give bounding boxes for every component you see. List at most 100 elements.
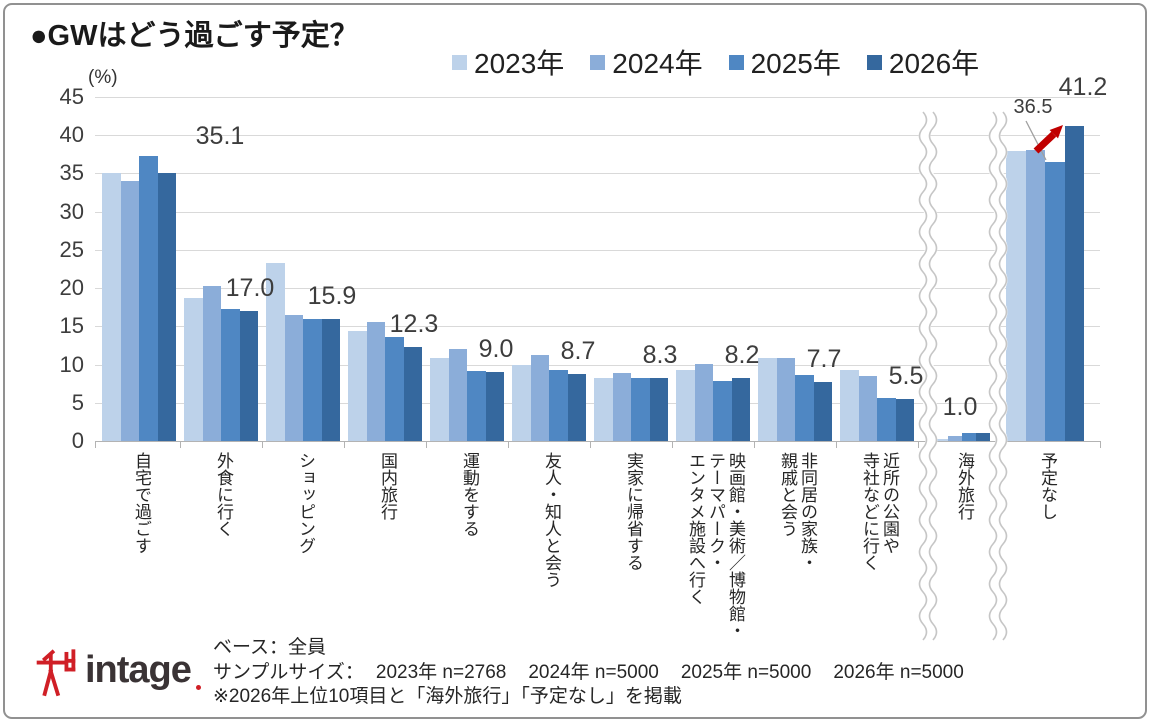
bar-2023年-2	[266, 262, 285, 441]
legend-item-2025年: 2025年	[728, 42, 841, 82]
gridline	[95, 288, 1100, 290]
x-category-label: 外食に行く	[214, 452, 233, 537]
bar-2025年-1	[221, 308, 240, 441]
bar-2025年-8	[795, 375, 814, 441]
x-category-label: ショッピング	[296, 452, 315, 554]
bar-2026年-2	[321, 319, 340, 441]
bar-2023年-3	[348, 330, 367, 441]
bar-2026年-6	[649, 377, 668, 441]
data-label: 7.7	[806, 345, 842, 374]
data-label: 35.1	[195, 121, 245, 150]
x-axis-tick	[672, 441, 673, 448]
sample-size-value: 2023年 n=2768	[375, 661, 507, 683]
bar-2025年-3	[385, 337, 404, 441]
gridline	[95, 135, 1100, 137]
y-tick-label: 0	[71, 428, 84, 453]
legend-label: 2024年	[612, 48, 703, 79]
x-axis-tick	[1100, 441, 1101, 448]
axis-break-right-icon	[988, 108, 1008, 644]
bar-2024年-9	[858, 376, 877, 441]
y-tick-label: 40	[59, 122, 84, 148]
x-category-label: 海外旅行	[955, 452, 974, 520]
bar-2024年-0	[120, 181, 139, 441]
bar-2023年-6	[594, 378, 613, 441]
sample-size-value: 2026年 n=5000	[833, 661, 964, 683]
x-category-label: 友人・知人と会う	[542, 452, 561, 588]
legend-item-2023年: 2023年	[452, 42, 564, 82]
bar-2024年-7	[694, 363, 713, 441]
sample-size-value: 2024年 n=5000	[528, 661, 659, 683]
bar-2026年-10	[976, 433, 990, 441]
bar-2023年-9	[840, 369, 859, 441]
bar-2026年-3	[403, 346, 422, 441]
intage-logo-text: intage	[85, 649, 192, 691]
bar-2026年-5	[567, 374, 586, 441]
bar-2025年-10	[962, 432, 976, 441]
x-axis-tick	[590, 441, 591, 448]
x-axis-tick	[836, 441, 837, 448]
data-label: 12.3	[389, 309, 439, 338]
bar-2023年-11	[1006, 151, 1026, 441]
data-label: 1.0	[942, 393, 978, 422]
chart-title: ●GWはどう過ごす予定？	[30, 20, 359, 52]
data-label: 15.9	[307, 282, 357, 311]
x-axis-line	[95, 441, 1100, 442]
bar-2024年-1	[202, 285, 221, 441]
x-axis-tick	[426, 441, 427, 448]
bar-2026年-9	[895, 398, 914, 441]
x-category-label: 実家に帰省する	[624, 452, 643, 571]
bar-2023年-10	[934, 438, 948, 441]
x-axis-tick	[95, 441, 96, 448]
x-category-label: 近所の公園や 寺社などに行く	[860, 452, 899, 571]
data-label: 17.0	[225, 274, 275, 303]
data-label: 8.2	[724, 341, 760, 370]
bar-2025年-7	[713, 380, 732, 441]
footer-base: ベース：全員	[213, 637, 327, 658]
bar-2023年-1	[184, 298, 203, 441]
bar-2023年-7	[676, 369, 695, 441]
data-label-2025-yoteinashi: 36.5	[1013, 96, 1053, 118]
x-axis-tick	[262, 441, 263, 448]
x-axis-tick	[918, 441, 919, 448]
data-label: 9.0	[478, 335, 514, 364]
sample-size-value: 2025年 n=5000	[680, 661, 812, 683]
intage-logo-mark	[36, 649, 76, 697]
bar-2024年-11	[1025, 149, 1045, 441]
bar-2026年-4	[485, 372, 504, 441]
bar-2025年-2	[303, 318, 322, 441]
gridline	[95, 173, 1100, 175]
bar-2026年-11	[1064, 126, 1084, 441]
x-axis-tick	[996, 441, 997, 448]
y-tick-label: 30	[59, 198, 84, 224]
y-tick-label: 5	[71, 389, 84, 415]
y-tick-label: 20	[59, 275, 84, 301]
intage-logo: intage	[36, 648, 201, 698]
bar-2025年-5	[549, 369, 568, 441]
legend-item-2026年: 2026年	[866, 42, 979, 82]
bar-2023年-5	[512, 365, 531, 441]
bar-2024年-5	[530, 355, 549, 441]
x-axis-tick	[180, 441, 181, 448]
bar-2025年-0	[139, 155, 158, 441]
bar-2025年-4	[467, 370, 486, 441]
legend-swatch	[866, 54, 882, 70]
bar-2024年-6	[612, 372, 631, 441]
x-category-label: 運動をする	[460, 452, 479, 537]
data-label: 8.7	[560, 337, 596, 366]
x-axis-tick	[344, 441, 345, 448]
footer-notes: ベース：全員 サンプルサイズ： 2023年 n=2768 2024年 n=5000 2…	[213, 636, 964, 710]
intage-logo-dot-icon	[195, 685, 201, 690]
data-label: 5.5	[888, 361, 924, 390]
bar-2026年-1	[239, 311, 258, 441]
x-category-label: 映画館・美術／博物館・ テーマパーク・ エンタメ施設へ行く	[686, 452, 745, 639]
footer-note: ※2026年上位10項目と「海外旅行」「予定なし」を掲載	[213, 686, 682, 707]
x-category-label: 予定なし	[1038, 452, 1057, 520]
x-category-label: 自宅で過ごす	[132, 452, 151, 554]
bar-2024年-2	[284, 314, 303, 441]
y-tick-label: 25	[59, 236, 84, 262]
bar-2025年-11	[1045, 161, 1065, 441]
bar-2023年-0	[102, 173, 121, 441]
bar-2025年-6	[631, 377, 650, 441]
legend-swatch	[590, 54, 606, 70]
